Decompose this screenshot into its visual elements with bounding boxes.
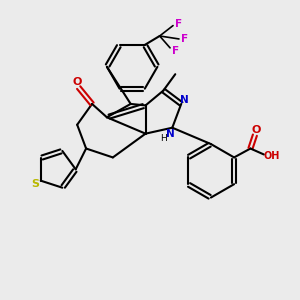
Text: O: O bbox=[252, 125, 261, 135]
Text: F: F bbox=[182, 34, 188, 44]
Text: N: N bbox=[167, 129, 175, 139]
Text: N: N bbox=[180, 95, 189, 105]
Text: H: H bbox=[160, 134, 167, 142]
Text: S: S bbox=[32, 179, 39, 189]
Text: F: F bbox=[172, 46, 179, 56]
Text: O: O bbox=[73, 77, 82, 87]
Text: OH: OH bbox=[264, 151, 280, 161]
Text: F: F bbox=[175, 19, 182, 29]
